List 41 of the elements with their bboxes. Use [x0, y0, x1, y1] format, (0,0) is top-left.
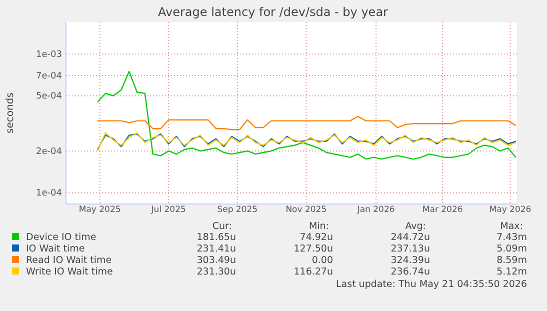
text: 5.09m — [496, 244, 527, 254]
text: 7.43m — [496, 232, 527, 243]
chart-title: Average latency for /dev/sda - by year — [158, 5, 388, 19]
text: 324.39u — [390, 255, 430, 266]
legend-label: Read IO Wait time — [26, 255, 112, 266]
legend-label: IO Wait time — [26, 244, 85, 254]
x-tick-label: Jan 2026 — [356, 205, 395, 216]
y-axis-title: seconds — [5, 92, 16, 134]
text: Cur: — [212, 221, 232, 232]
text: 8.59m — [496, 255, 527, 266]
text: 74.92u — [300, 232, 333, 243]
x-tick-label: Nov 2025 — [286, 205, 327, 216]
text: 303.49u — [196, 255, 236, 266]
y-tick-label: 2e-04 — [36, 146, 62, 157]
line-series — [96, 116, 516, 130]
text: 237.13u — [390, 244, 430, 254]
text: Min: — [308, 221, 329, 232]
text: 231.30u — [196, 266, 236, 278]
y-tick-label: 5e-04 — [36, 92, 62, 102]
x-tick-label: Mar 2026 — [422, 205, 463, 216]
legend-label: Write IO Wait time — [26, 266, 114, 278]
y-tick-label: 1e-03 — [36, 50, 62, 60]
legend-label: Device IO time — [26, 232, 96, 243]
line-series — [96, 70, 516, 160]
text: 181.65u — [196, 232, 236, 243]
y-tick-label: 1e-04 — [36, 188, 62, 199]
x-tick-label: Jul 2025 — [150, 205, 186, 216]
text: 5.12m — [496, 266, 527, 278]
text: Last update: Thu May 21 04:35:50 2026 — [336, 279, 527, 290]
text: 231.41u — [196, 244, 236, 254]
text: 116.27u — [294, 266, 333, 278]
text: Max: — [500, 221, 523, 232]
text: Avg: — [405, 221, 426, 232]
text: 0.00 — [312, 255, 333, 266]
y-tick-label: 7e-04 — [36, 71, 62, 82]
text: 127.50u — [294, 244, 333, 254]
x-tick-label: Sep 2025 — [217, 205, 258, 216]
x-tick-label: May 2026 — [489, 205, 532, 216]
text: 244.72u — [390, 232, 430, 243]
text: 236.74u — [390, 266, 430, 278]
x-tick-label: May 2025 — [78, 205, 121, 216]
